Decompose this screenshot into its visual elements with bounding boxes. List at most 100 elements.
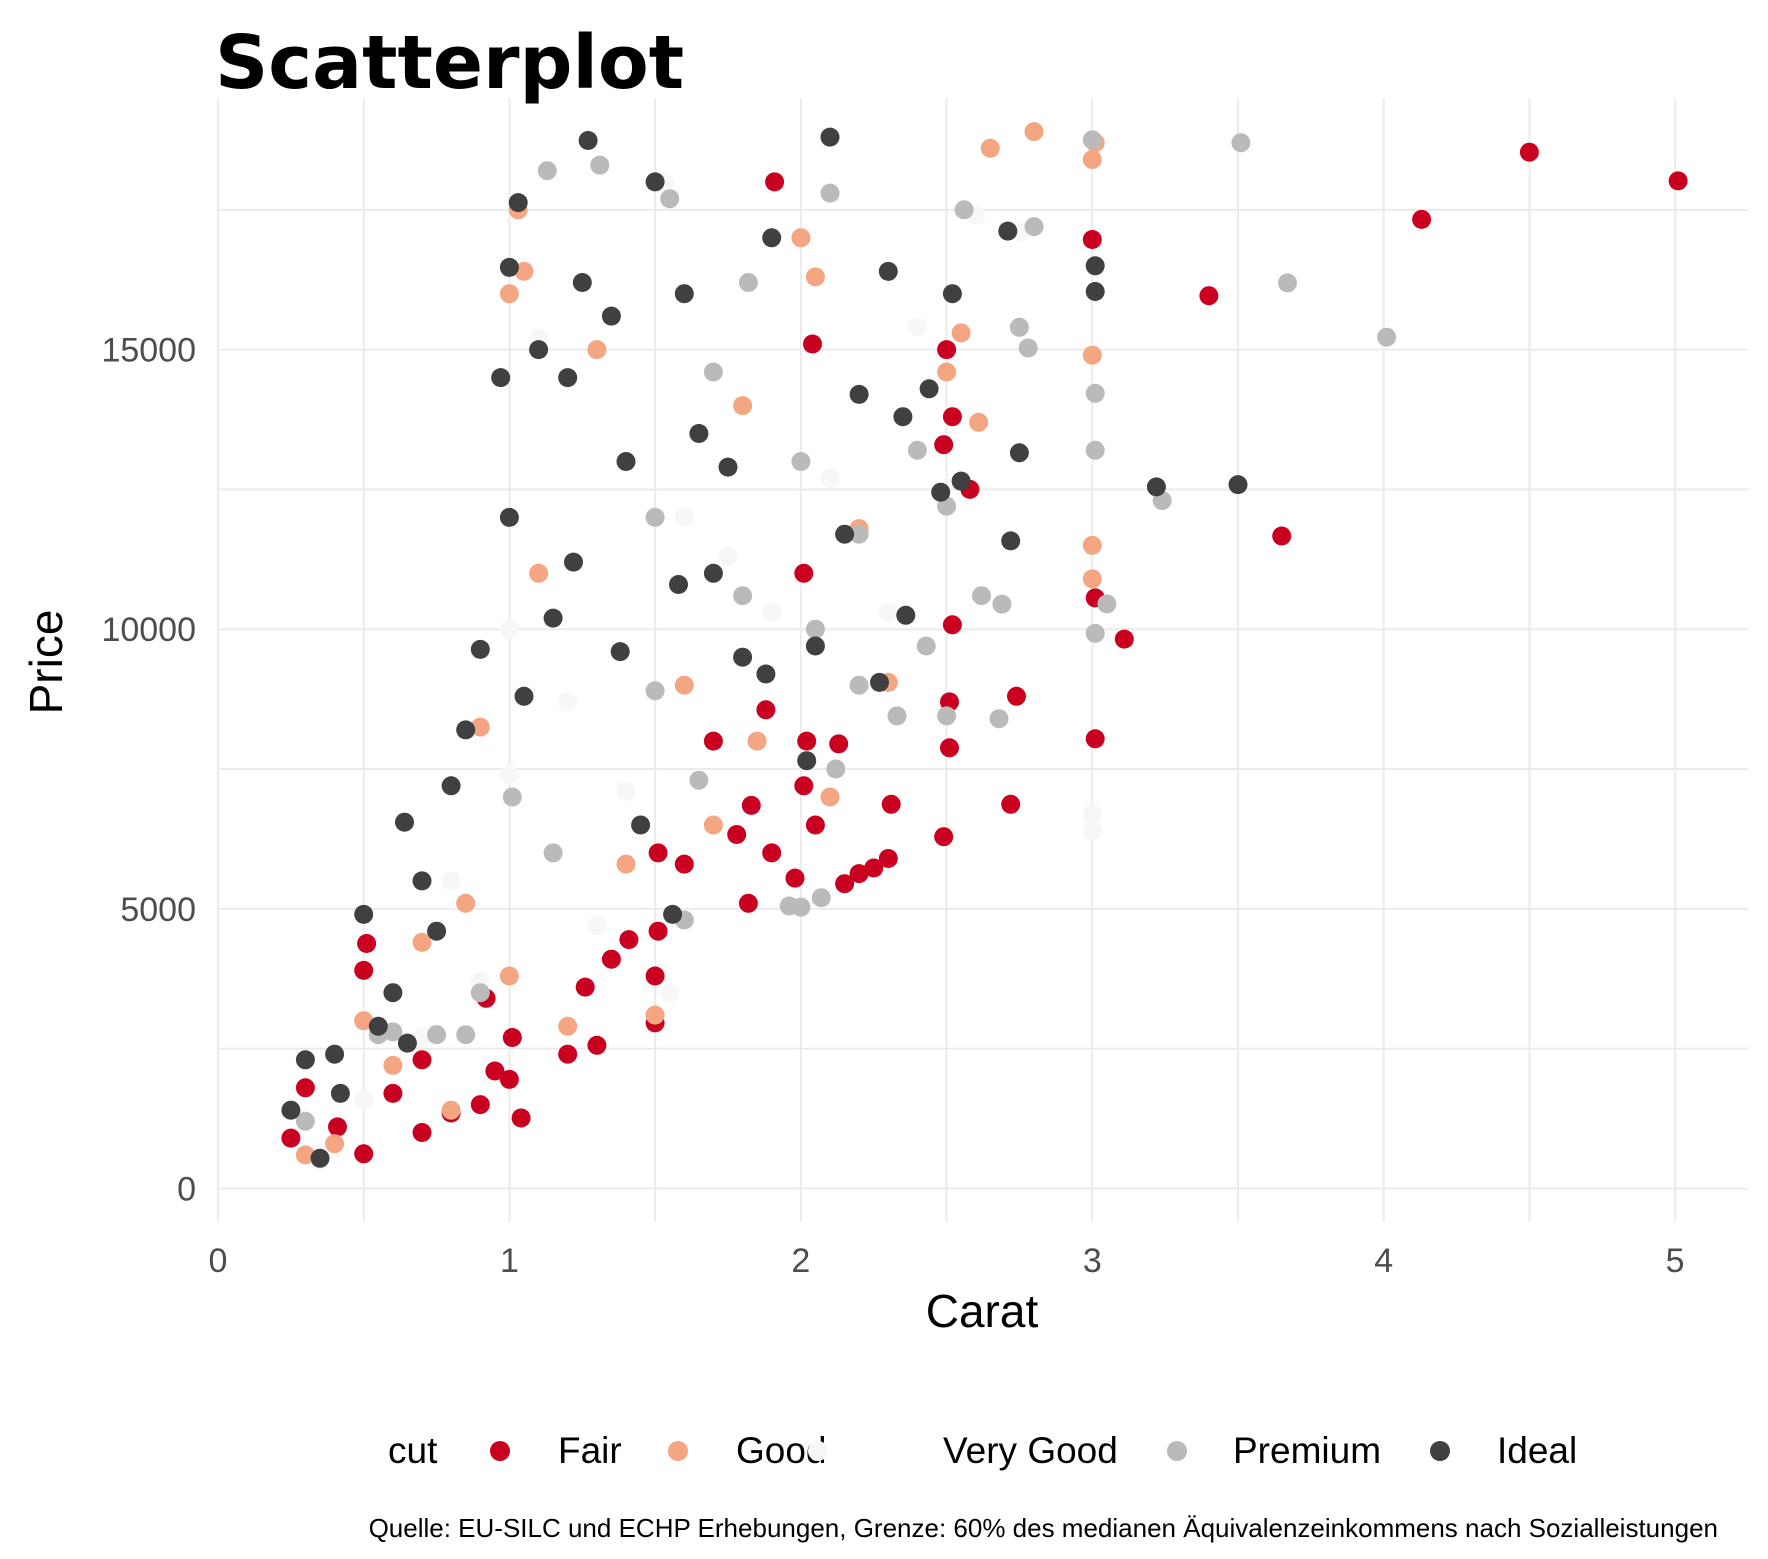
point-good <box>354 1011 374 1031</box>
point-good <box>747 731 767 751</box>
point-fair <box>1412 209 1432 229</box>
point-fair <box>470 1095 490 1115</box>
y-tick-label: 0 <box>177 1170 196 1208</box>
point-fair <box>295 1078 315 1098</box>
point-premium <box>1097 594 1117 614</box>
point-ideal <box>1085 282 1105 301</box>
point-good <box>295 1145 315 1165</box>
point-ideal <box>412 871 432 891</box>
point-ideal <box>669 575 688 594</box>
point-fair <box>601 949 621 969</box>
point-ideal <box>543 608 563 628</box>
point-good <box>1082 150 1102 169</box>
point-good <box>558 1016 578 1036</box>
point-ideal <box>514 686 534 706</box>
point-ideal <box>645 172 665 192</box>
grid-lines <box>217 98 1748 1222</box>
point-ideal <box>893 407 913 427</box>
point-very-good <box>907 317 927 337</box>
point-fair <box>674 854 694 874</box>
point-fair <box>328 1117 347 1137</box>
point-premium <box>1231 133 1251 153</box>
point-good <box>1024 122 1044 142</box>
point-premium <box>689 770 709 790</box>
point-premium <box>1085 440 1105 460</box>
point-premium <box>470 983 490 1003</box>
chart-title: Scatterplot <box>215 20 684 106</box>
point-ideal <box>508 193 528 213</box>
point-fair <box>1668 171 1688 191</box>
point-fair <box>1114 629 1134 649</box>
point-fair <box>499 1069 519 1089</box>
point-premium <box>791 452 811 471</box>
point-fair <box>785 868 805 888</box>
point-ideal <box>1009 443 1029 463</box>
point-fair <box>727 825 747 844</box>
point-very-good <box>1082 804 1102 824</box>
point-fair <box>878 849 898 868</box>
point-fair <box>412 1050 432 1070</box>
point-fair <box>511 1108 531 1128</box>
point-very-good <box>558 692 578 712</box>
point-ideal <box>330 1083 350 1103</box>
point-ideal <box>601 306 621 326</box>
point-premium <box>383 1022 403 1042</box>
point-ideal <box>919 379 939 399</box>
point-fair <box>829 734 849 754</box>
point-fair <box>648 921 668 941</box>
point-premium <box>543 843 563 863</box>
point-fair <box>412 1123 432 1142</box>
point-ideal <box>499 507 519 527</box>
chart-caption: Quelle: EU-SILC und ECHP Erhebungen, Gre… <box>369 1513 1718 1543</box>
point-premium <box>916 636 936 656</box>
point-fair <box>1519 142 1539 162</box>
point-ideal <box>1085 256 1105 276</box>
point-premium <box>849 524 869 544</box>
point-very-good <box>660 983 680 1003</box>
point-good <box>674 675 694 695</box>
point-premium <box>907 440 927 460</box>
point-fair <box>937 340 957 360</box>
point-ideal <box>820 127 840 147</box>
point-fair <box>756 700 776 720</box>
point-fair <box>1082 230 1102 249</box>
point-ideal <box>835 524 855 544</box>
point-good <box>1082 535 1102 555</box>
point-very-good <box>616 781 636 801</box>
point-very-good <box>718 547 738 566</box>
point-premium <box>456 1025 476 1045</box>
point-ideal <box>397 1033 417 1053</box>
legend-key-ideal <box>1430 1441 1450 1461</box>
point-very-good <box>762 603 782 622</box>
point-ideal <box>849 384 869 404</box>
point-ideal <box>427 921 447 941</box>
x-tick-label: 4 <box>1374 1242 1393 1280</box>
point-good <box>791 228 811 248</box>
point-ideal <box>756 664 776 684</box>
point-premium <box>645 681 665 701</box>
point-good <box>412 932 432 952</box>
point-premium <box>1377 327 1397 347</box>
legend-key-fair <box>490 1441 510 1461</box>
point-premium <box>989 709 1009 729</box>
legend-label-fair: Fair <box>558 1430 622 1471</box>
point-good <box>383 1055 403 1075</box>
point-fair <box>794 563 814 583</box>
point-ideal <box>610 642 630 662</box>
point-good <box>529 563 549 583</box>
point-ideal <box>395 812 414 832</box>
point-premium <box>887 706 907 726</box>
point-fair <box>587 1035 607 1055</box>
point-good <box>951 323 971 343</box>
point-premium <box>295 1111 315 1131</box>
point-fair <box>619 930 639 950</box>
point-ideal <box>310 1148 330 1168</box>
point-good <box>587 340 607 360</box>
x-tick-label: 0 <box>209 1242 228 1280</box>
point-very-good <box>499 619 519 639</box>
point-ideal <box>674 284 694 304</box>
point-good <box>805 267 825 287</box>
point-premium <box>954 200 974 220</box>
point-premium <box>849 675 869 695</box>
